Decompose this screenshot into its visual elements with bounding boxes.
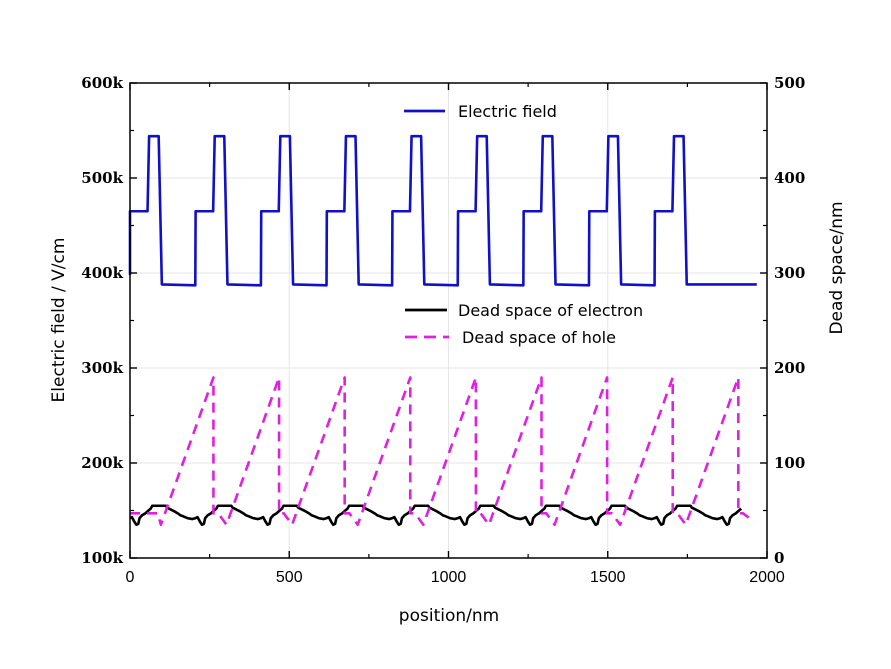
x-axis-title: position/nm: [399, 606, 499, 626]
x-tick-label: 1500: [590, 569, 626, 586]
x-tick-label: 1000: [431, 569, 467, 586]
y-left-tick-label: 500k: [81, 169, 123, 187]
y-right-tick-label: 100: [774, 454, 805, 472]
series-electric-field: [128, 134, 757, 287]
series-layer: [128, 134, 757, 527]
y-right-tick-label: 300: [774, 264, 805, 282]
series-dead-space-electron: [129, 504, 743, 527]
y-left-tick-label: 600k: [81, 74, 123, 92]
y-left-tick-label: 300k: [81, 359, 123, 377]
axis-ticks: 0 500 1000 1500 2000100k200k300k400k500k600k…: [81, 74, 805, 586]
y-axis-left-title: Electric field / V/cm: [49, 238, 69, 403]
y-left-tick-label: 200k: [81, 454, 123, 472]
legend-dead-space-hole: Dead space of hole: [405, 328, 616, 347]
legend-label-electric-field: Electric field: [458, 102, 557, 121]
series-dead-space-hole: [130, 376, 756, 527]
legend-dead-space-electron: Dead space of electron: [405, 301, 643, 320]
y-axis-right-title: Dead space/nm: [827, 201, 847, 334]
y-left-tick-label: 100k: [81, 549, 123, 567]
x-tick-label: 500: [276, 569, 303, 586]
x-tick-label: 2000: [749, 569, 785, 586]
x-tick-label: 0: [126, 569, 135, 586]
y-right-tick-label: 500: [774, 74, 805, 92]
y-right-tick-label: 400: [774, 169, 805, 187]
y-left-tick-label: 400k: [81, 264, 123, 282]
legend-label-dead-space-hole: Dead space of hole: [462, 328, 616, 347]
y-right-tick-label: 200: [774, 359, 805, 377]
y-right-tick-label: 0: [774, 549, 784, 567]
legend-label-dead-space-electron: Dead space of electron: [458, 301, 643, 320]
legend-electric-field: Electric field: [404, 102, 557, 121]
